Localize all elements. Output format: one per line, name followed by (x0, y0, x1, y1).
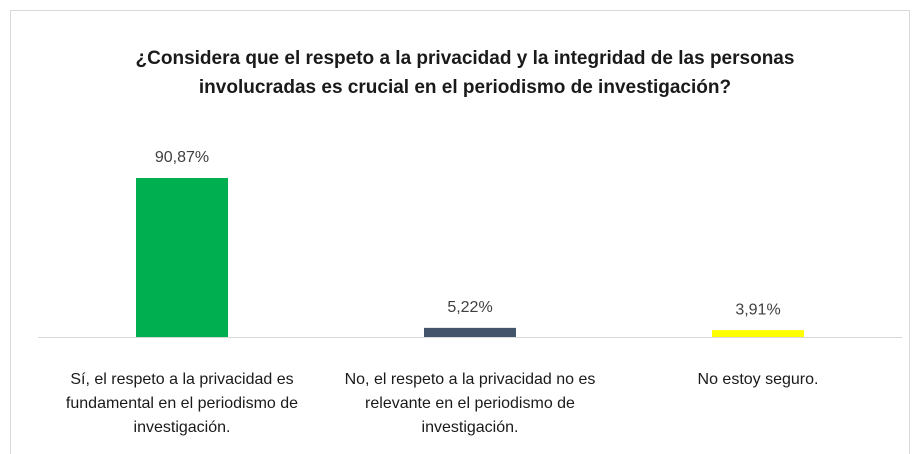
x-tick-label: Sí, el respeto a la privacidad es fundam… (65, 371, 299, 436)
x-tick-label: No estoy seguro. (697, 371, 819, 388)
bar (712, 330, 804, 337)
chart-border (10, 10, 910, 454)
data-label: 3,91% (735, 301, 780, 318)
data-label: 5,22% (447, 299, 492, 316)
chart-title: ¿Considera que el respeto a la privacida… (135, 48, 795, 98)
bar (424, 327, 516, 337)
data-label: 90,87% (155, 149, 209, 166)
bar (136, 178, 228, 337)
x-tick-label: No, el respeto a la privacidad no es rel… (344, 371, 596, 436)
